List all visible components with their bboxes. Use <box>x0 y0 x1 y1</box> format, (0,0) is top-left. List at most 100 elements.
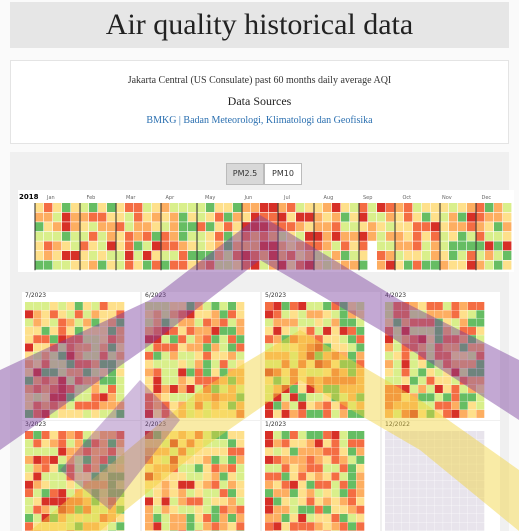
hour-cell <box>211 464 219 472</box>
hour-cell <box>315 439 323 447</box>
hour-cell <box>42 448 50 456</box>
day-cell <box>179 251 187 260</box>
day-cell <box>152 213 160 222</box>
day-cell <box>71 203 79 212</box>
hour-cell <box>265 335 273 343</box>
day-cell <box>368 261 376 270</box>
day-cell <box>197 213 205 222</box>
hour-cell <box>385 352 393 360</box>
day-cell <box>359 213 367 222</box>
hour-cell <box>228 456 236 464</box>
hour-cell <box>476 506 484 514</box>
day-cell <box>494 213 502 222</box>
hour-cell <box>67 481 75 489</box>
hour-cell <box>178 344 186 352</box>
hour-cell <box>67 319 75 327</box>
day-cell <box>71 213 79 222</box>
hour-cell <box>33 302 41 310</box>
hour-cell <box>356 497 364 505</box>
hour-cell <box>58 431 66 439</box>
hour-cell <box>25 327 33 335</box>
year-label: 2018 <box>19 193 39 201</box>
hour-cell <box>468 506 476 514</box>
hour-cell <box>476 410 484 418</box>
day-cell <box>152 251 160 260</box>
hour-cell <box>451 410 459 418</box>
hour-cell <box>331 522 339 530</box>
hour-cell <box>50 319 58 327</box>
day-cell <box>431 251 439 260</box>
hour-cell <box>315 327 323 335</box>
hour-cell <box>323 514 331 522</box>
day-cell <box>98 241 106 250</box>
hour-cell <box>443 506 451 514</box>
hour-cell <box>393 514 401 522</box>
hour-cell <box>220 514 228 522</box>
day-cell <box>386 222 394 231</box>
hour-cell <box>108 385 116 393</box>
hour-cell <box>298 439 306 447</box>
hour-cell <box>42 431 50 439</box>
day-cell <box>458 213 466 222</box>
hour-cell <box>265 431 273 439</box>
hour-cell <box>468 514 476 522</box>
hour-cell <box>220 319 228 327</box>
hour-cell <box>323 335 331 343</box>
day-cell <box>341 232 349 241</box>
day-cell <box>431 261 439 270</box>
day-cell <box>440 213 448 222</box>
hour-cell <box>331 506 339 514</box>
day-cell <box>71 232 79 241</box>
hour-cell <box>203 506 211 514</box>
month-label: Sep <box>363 195 372 201</box>
hour-cell <box>282 319 290 327</box>
day-cell <box>188 203 196 212</box>
hour-cell <box>265 439 273 447</box>
hour-cell <box>162 393 170 401</box>
hour-cell <box>58 327 66 335</box>
hour-cell <box>220 522 228 530</box>
hour-cell <box>315 464 323 472</box>
hour-cell <box>162 368 170 376</box>
day-cell <box>413 261 421 270</box>
day-cell <box>323 241 331 250</box>
hour-cell <box>282 448 290 456</box>
day-cell <box>80 213 88 222</box>
hour-cell <box>282 393 290 401</box>
hour-cell <box>50 439 58 447</box>
hour-cell <box>298 302 306 310</box>
hour-cell <box>468 310 476 318</box>
hour-cell <box>331 497 339 505</box>
day-cell <box>458 232 466 241</box>
hour-cell <box>435 497 443 505</box>
hour-cell <box>265 319 273 327</box>
hour-cell <box>443 377 451 385</box>
hour-cell <box>282 481 290 489</box>
hour-cell <box>25 310 33 318</box>
hour-cell <box>418 368 426 376</box>
hour-cell <box>356 456 364 464</box>
day-cell <box>359 251 367 260</box>
hour-cell <box>211 448 219 456</box>
day-cell <box>242 213 250 222</box>
hour-cell <box>418 464 426 472</box>
hour-cell <box>211 456 219 464</box>
hour-cell <box>315 522 323 530</box>
hour-cell <box>356 481 364 489</box>
hour-cell <box>340 456 348 464</box>
hour-cell <box>331 310 339 318</box>
day-cell <box>485 232 493 241</box>
hour-cell <box>282 522 290 530</box>
hour-cell <box>460 410 468 418</box>
hour-cell <box>418 489 426 497</box>
day-cell <box>314 232 322 241</box>
hour-cell <box>162 335 170 343</box>
day-cell <box>197 222 205 231</box>
hour-cell <box>451 302 459 310</box>
day-cell <box>359 232 367 241</box>
hour-cell <box>170 522 178 530</box>
hour-cell <box>220 464 228 472</box>
hour-cell <box>195 344 203 352</box>
month-label: May <box>205 195 215 201</box>
hour-cell <box>178 352 186 360</box>
